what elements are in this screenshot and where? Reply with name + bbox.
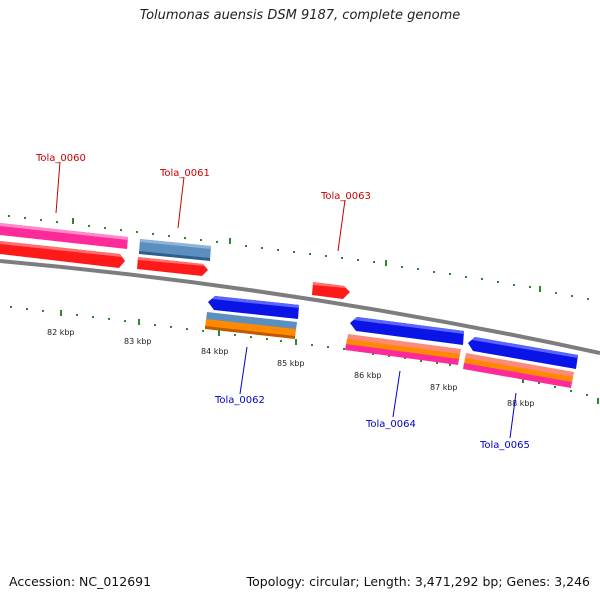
gene-tola-0062[interactable] bbox=[208, 296, 299, 319]
reverse-genes bbox=[205, 296, 578, 388]
gene-tola-0064-feature-a[interactable] bbox=[347, 334, 461, 355]
tick-label-84: 84 kbp bbox=[201, 347, 229, 356]
gene-tola-0060[interactable] bbox=[0, 241, 125, 268]
leader-tola-0061 bbox=[177, 176, 185, 229]
gene-tola-0061-feature-a-edge bbox=[139, 251, 210, 261]
leader-tola-0064 bbox=[392, 370, 401, 418]
gene-tola-0065-feature-b[interactable] bbox=[464, 358, 573, 383]
map-title: Tolumonas auensis DSM 9187, complete gen… bbox=[139, 8, 461, 23]
gene-tola-0061[interactable] bbox=[137, 257, 208, 276]
tick-label-88: 88 kbp bbox=[507, 399, 535, 408]
gene-tola-0065-feature-a[interactable] bbox=[465, 353, 574, 378]
tick-label-83: 83 kbp bbox=[124, 337, 152, 346]
gene-tola-0064[interactable] bbox=[350, 317, 464, 345]
gene-tola-0061-feature-a-shade bbox=[140, 239, 211, 249]
label-tola-0061[interactable]: Tola_0061 bbox=[159, 168, 210, 179]
leader-tola-0065 bbox=[509, 392, 517, 439]
leader-tola-0060 bbox=[55, 161, 61, 214]
tick-label-86: 86 kbp bbox=[354, 371, 382, 380]
gene-tola-0062-feature-b-edge bbox=[205, 326, 295, 339]
gene-tola-0064-feature-c[interactable] bbox=[345, 344, 459, 365]
gene-tola-0065-feature-c[interactable] bbox=[463, 363, 572, 388]
tick-label-82: 82 kbp bbox=[47, 328, 75, 337]
gene-tola-0062-feature-b[interactable] bbox=[205, 319, 296, 338]
gene-tola-0061-shade bbox=[138, 257, 205, 266]
gene-tola-0064-feature-b[interactable] bbox=[346, 339, 460, 360]
gene-tola-0062-shade bbox=[212, 296, 299, 308]
forward-genes bbox=[0, 223, 350, 299]
label-tola-0060[interactable]: Tola_0060 bbox=[35, 153, 86, 164]
gene-tola-0065-shade bbox=[472, 337, 578, 358]
label-tola-0064[interactable]: Tola_0064 bbox=[365, 419, 416, 430]
gene-tola-0065[interactable] bbox=[468, 337, 578, 369]
label-tola-0062[interactable]: Tola_0062 bbox=[214, 395, 265, 406]
tick-label-85: 85 kbp bbox=[277, 359, 305, 368]
reverse-gene-labels: Tola_0062 Tola_0064 Tola_0065 bbox=[214, 346, 530, 451]
label-tola-0063[interactable]: Tola_0063 bbox=[320, 191, 371, 202]
leader-tola-0062 bbox=[239, 346, 248, 395]
accession-text: Accession: NC_012691 bbox=[9, 574, 152, 589]
tick-label-87: 87 kbp bbox=[430, 383, 458, 392]
leader-tola-0063 bbox=[337, 199, 346, 252]
gene-tola-0064-shade bbox=[354, 317, 464, 334]
gene-tola-0063-shade bbox=[313, 282, 346, 288]
gene-tola-0062-feature-a[interactable] bbox=[206, 312, 297, 330]
tick-labels: 82 kbp 83 kbp 84 kbp 85 kbp 86 kbp 87 kb… bbox=[47, 328, 535, 408]
gene-tola-0060-shade bbox=[0, 241, 122, 257]
outer-tick-ring bbox=[8, 215, 589, 300]
forward-gene-labels: Tola_0060 Tola_0061 Tola_0063 bbox=[35, 153, 371, 252]
genome-summary-text: Topology: circular; Length: 3,471,292 bp… bbox=[246, 574, 590, 589]
genome-backbone bbox=[0, 259, 600, 355]
label-tola-0065[interactable]: Tola_0065 bbox=[479, 440, 530, 451]
gene-tola-0060-feature-a-shade bbox=[0, 223, 128, 240]
